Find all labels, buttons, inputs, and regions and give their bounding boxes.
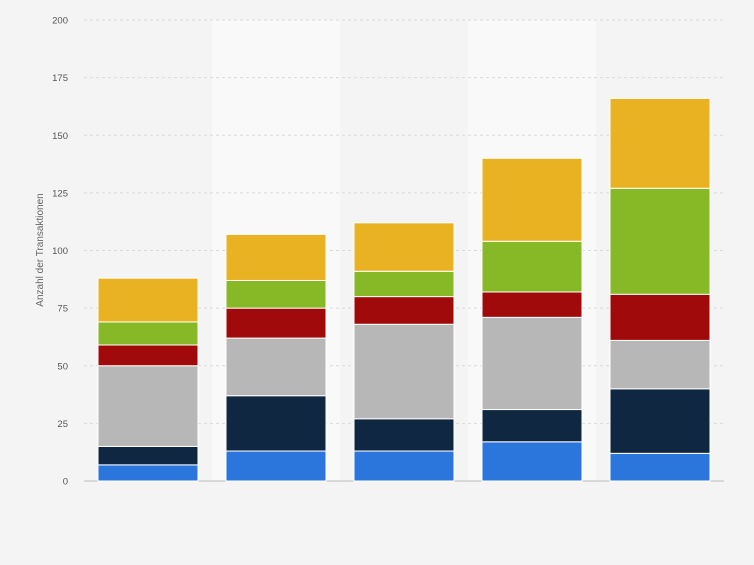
y-tick-label: 125	[52, 188, 68, 199]
bar-segment-4	[225, 307, 327, 339]
bar-segment-6	[609, 97, 711, 189]
y-tick-label: 175	[52, 73, 68, 84]
bar-segment-4	[353, 296, 455, 325]
bar-segment-1	[481, 441, 583, 482]
bars	[97, 97, 711, 482]
y-tick-label: 200	[52, 16, 68, 27]
y-axis-label: Anzahl der Transaktionen	[35, 193, 46, 306]
bar-segment-3	[481, 316, 583, 411]
bar-segment-3	[97, 365, 199, 447]
y-tick-label: 50	[57, 361, 68, 372]
y-tick-label: 25	[57, 419, 68, 430]
bar-segment-2	[225, 395, 327, 452]
bar-segment-5	[353, 270, 455, 298]
bar-segment-1	[353, 450, 455, 482]
bar-segment-3	[225, 337, 327, 397]
bar-segment-5	[609, 187, 711, 295]
bar-segment-4	[97, 344, 199, 367]
bar-segment-6	[225, 233, 327, 281]
bar-segment-2	[353, 418, 455, 452]
bar-segment-4	[609, 293, 711, 341]
bar-segment-5	[225, 279, 327, 309]
bar-segment-6	[97, 277, 199, 323]
bar-segment-3	[353, 323, 455, 420]
bar-segment-1	[225, 450, 327, 482]
bar-segment-6	[353, 222, 455, 272]
bar-segment-1	[609, 452, 711, 482]
bar-segment-5	[97, 321, 199, 346]
bar-segment-4	[481, 291, 583, 318]
bar-segment-2	[481, 409, 583, 443]
y-tick-label: 75	[57, 304, 68, 315]
y-axis-ticks: 0 25 50 75 100 125 150 175 200	[52, 16, 68, 488]
bar-segment-2	[609, 388, 711, 454]
bar-segment-6	[481, 157, 583, 242]
y-tick-label: 150	[52, 131, 68, 142]
bar-segment-3	[609, 339, 711, 390]
bar-segment-1	[97, 464, 199, 482]
y-tick-label: 100	[52, 246, 68, 257]
bar-segment-2	[97, 445, 199, 466]
bar-segment-5	[481, 240, 583, 293]
y-tick-label: 0	[63, 477, 68, 488]
